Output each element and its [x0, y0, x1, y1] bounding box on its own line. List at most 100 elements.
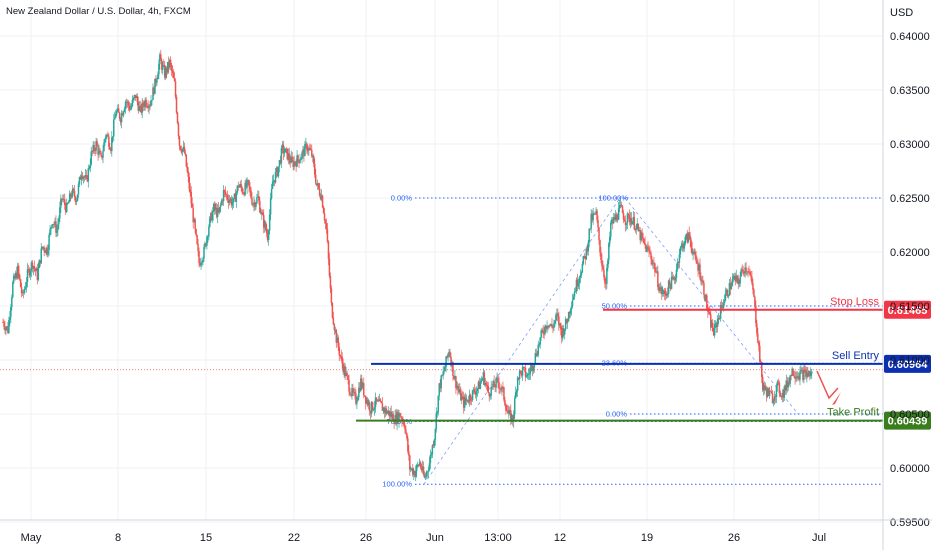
price-tag[interactable]: [884, 354, 931, 373]
candle-body: [162, 65, 164, 70]
candle-body: [319, 195, 322, 200]
candle-body: [411, 468, 413, 470]
candle-body: [344, 366, 346, 376]
candle-body: [298, 159, 300, 163]
candle-body: [73, 190, 76, 197]
candle-body: [83, 177, 86, 178]
candle-body: [396, 412, 398, 425]
candle-body: [350, 394, 352, 396]
candle-body: [218, 206, 221, 213]
candle-body: [723, 300, 726, 304]
candle-body: [733, 275, 736, 277]
candle-body: [87, 168, 90, 182]
candle-body: [769, 390, 772, 392]
time-tick-label: 26: [360, 532, 372, 544]
candle-body: [221, 200, 224, 202]
candle-body: [461, 396, 463, 401]
candle-body: [31, 262, 34, 269]
candle-body: [194, 219, 196, 230]
level-label: Stop Loss: [830, 296, 879, 308]
candle-body: [317, 183, 320, 189]
candle-body: [530, 365, 533, 369]
candle-body: [242, 192, 244, 194]
price-axis[interactable]: USD 0.64000 0.63500 0.63000 0.62500 0.62000 0…: [882, 0, 930, 550]
candle-body: [65, 202, 68, 212]
candle-body: [580, 272, 583, 276]
candle-body: [234, 194, 237, 202]
time-tick-label: Jun: [426, 532, 444, 544]
candle-body: [703, 282, 705, 295]
candle-body: [471, 390, 474, 400]
candle-body: [358, 387, 360, 398]
candle-body: [682, 243, 685, 249]
candle-body: [561, 329, 563, 339]
candle-body: [462, 396, 464, 398]
price-tag[interactable]: [884, 300, 931, 319]
candle-body: [563, 329, 566, 335]
candle-body: [364, 395, 367, 404]
candle-body: [534, 353, 537, 364]
candle-body: [297, 155, 299, 160]
candle-body: [447, 353, 449, 358]
time-tick-label: 12: [554, 532, 566, 544]
candle-body: [328, 258, 331, 277]
trade-levels[interactable]: Stop Loss 0.61465 Sell Entry 0.60964 Take Pr…: [0, 296, 931, 430]
candle-body: [8, 319, 10, 333]
time-axis[interactable]: May 8 15 22 26 Jun 13:00 12 19 26 Jul: [0, 519, 932, 544]
candle-body: [724, 293, 727, 301]
candle-body: [573, 291, 576, 297]
candle-body: [556, 313, 558, 316]
candle-body: [779, 393, 782, 396]
candle-body: [173, 78, 176, 82]
candle-body: [654, 263, 656, 272]
candle-body: [716, 319, 719, 328]
candle-body: [201, 262, 203, 264]
candle-body: [24, 286, 27, 289]
candle-body: [17, 265, 20, 275]
candle-body: [141, 102, 143, 113]
candle-body: [180, 149, 183, 153]
candle-body: [387, 410, 390, 413]
candle-body: [166, 61, 169, 73]
candle-body: [260, 212, 262, 214]
candle-body: [457, 386, 459, 390]
candle-body: [519, 370, 522, 372]
candle-body: [484, 382, 487, 386]
candle-body: [390, 411, 392, 417]
price-tag[interactable]: [884, 411, 931, 430]
candle-body: [412, 471, 415, 475]
candle-body: [483, 372, 486, 386]
candle-body: [232, 198, 235, 203]
candle-body: [190, 191, 192, 204]
candle-body: [289, 160, 291, 163]
candle-body: [740, 269, 742, 277]
fibonacci-retracement[interactable]: 0.00%78.60%100.00%100.00%50.00%23.60%0.0…: [382, 194, 883, 489]
candle-body: [506, 410, 508, 412]
candle-body: [53, 224, 55, 225]
candle-body: [164, 68, 167, 78]
candle-body: [381, 403, 384, 411]
candle-body: [214, 207, 217, 210]
candle-body: [192, 207, 194, 223]
candle-body: [93, 144, 95, 151]
candle-body: [104, 139, 106, 143]
candle-body: [575, 279, 578, 292]
candle-body: [732, 276, 735, 280]
candle-body: [616, 219, 619, 221]
candle-body: [419, 462, 422, 468]
candle-body: [608, 243, 610, 261]
candle-body: [567, 312, 570, 322]
candle-body: [757, 333, 759, 343]
candle-body: [51, 224, 53, 228]
candle-body: [300, 158, 302, 161]
candle-body: [644, 243, 646, 246]
candle-body: [635, 225, 638, 230]
candle-body: [776, 381, 779, 386]
candle-body: [269, 198, 272, 215]
candle-body: [272, 180, 275, 182]
candle-body: [479, 382, 482, 389]
candle-body: [492, 381, 494, 388]
candle-body: [388, 410, 390, 417]
candle-body: [46, 247, 48, 255]
